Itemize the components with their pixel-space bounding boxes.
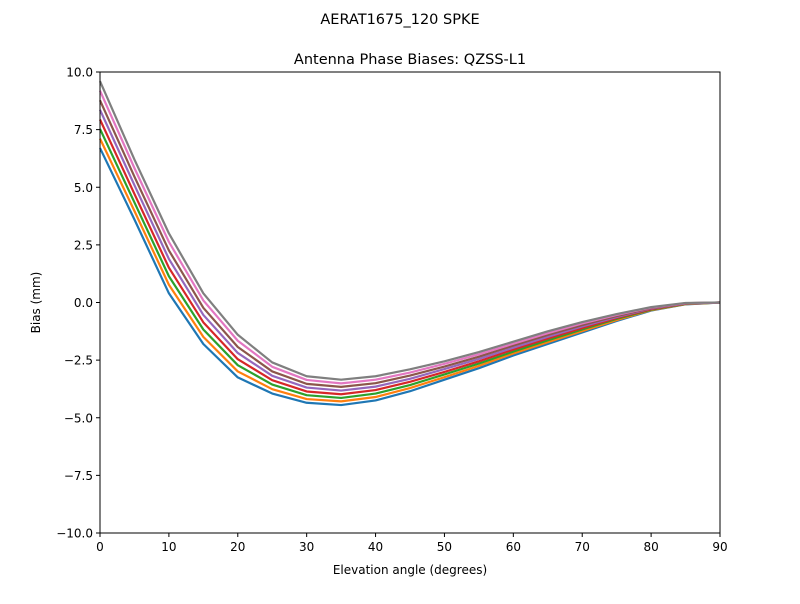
- y-tick-label: −5.0: [64, 411, 93, 425]
- chart-title: Antenna Phase Biases: QZSS-L1: [294, 52, 526, 68]
- y-axis-label: Bias (mm): [29, 272, 43, 334]
- y-tick-label: 0.0: [74, 296, 93, 310]
- x-axis-label: Elevation angle (degrees): [333, 563, 487, 577]
- y-tick-label: −10.0: [56, 527, 93, 541]
- x-axis: 0 10 20 30 40 50 60 70 80 90: [96, 533, 728, 554]
- x-tick-label: 60: [506, 540, 521, 554]
- series-line-2: [99, 128, 721, 400]
- x-tick-label: 50: [437, 540, 452, 554]
- series-lines: [98, 80, 721, 407]
- y-tick-label: −7.5: [64, 469, 93, 483]
- series-line-6: [98, 90, 721, 385]
- series-line-1: [99, 138, 721, 403]
- suptitle: AERAT1675_120 SPKE: [320, 12, 479, 28]
- x-tick-label: 70: [575, 540, 590, 554]
- y-tick-label: 5.0: [74, 181, 93, 195]
- series-line-4: [98, 109, 721, 392]
- y-tick-label: 2.5: [74, 238, 93, 252]
- y-tick-label: −2.5: [64, 354, 93, 368]
- y-tick-label: 10.0: [66, 66, 93, 80]
- x-tick-label: 10: [161, 540, 176, 554]
- y-tick-label: 7.5: [74, 123, 93, 137]
- y-axis: −10.0 −7.5 −5.0 −2.5 0.0 2.5 5.0 7.5 10.0: [56, 66, 100, 541]
- series-line-7: [98, 80, 721, 381]
- x-tick-label: 90: [712, 540, 727, 554]
- x-tick-label: 0: [96, 540, 104, 554]
- x-tick-label: 40: [368, 540, 383, 554]
- series-line-3: [99, 119, 721, 396]
- x-tick-label: 30: [299, 540, 314, 554]
- plot-frame: [99, 71, 721, 534]
- series-line-5: [98, 99, 721, 388]
- x-tick-label: 80: [643, 540, 658, 554]
- x-tick-label: 20: [230, 540, 245, 554]
